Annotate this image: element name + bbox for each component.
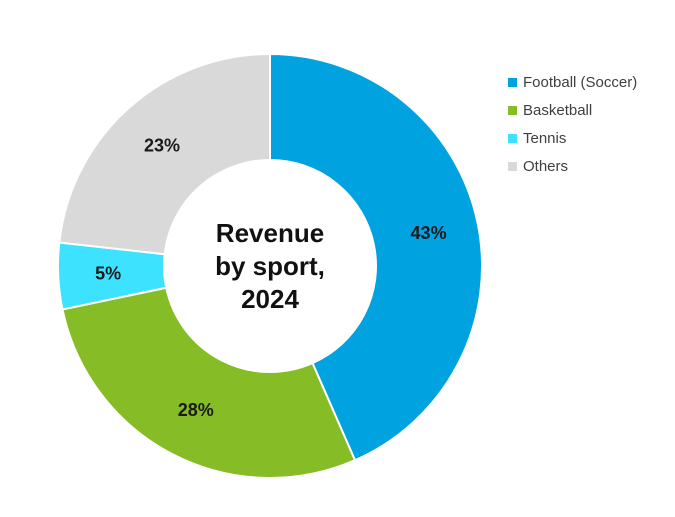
donut-slices bbox=[57, 52, 483, 479]
legend-label: Tennis bbox=[523, 129, 567, 147]
chart-legend: Football (Soccer) Basketball Tennis Others bbox=[508, 68, 637, 180]
legend-item[interactable]: Tennis bbox=[508, 124, 637, 152]
chart-title-line: Revenue bbox=[216, 218, 324, 248]
legend-item[interactable]: Basketball bbox=[508, 96, 637, 124]
slice-value-label: 43% bbox=[411, 223, 447, 243]
legend-swatch bbox=[508, 161, 517, 171]
slice-labels: 43% 28% 5% 23% bbox=[95, 135, 446, 420]
legend-swatch bbox=[508, 77, 517, 87]
legend-item[interactable]: Others bbox=[508, 152, 637, 180]
chart-title-line: by sport, bbox=[215, 251, 325, 281]
chart-title-line: 2024 bbox=[241, 284, 299, 314]
slice-football-soccer[interactable] bbox=[269, 52, 483, 462]
slice-others[interactable] bbox=[58, 52, 271, 256]
chart-title: Revenue by sport, 2024 bbox=[215, 218, 325, 314]
slice-value-label: 28% bbox=[178, 400, 214, 420]
slice-basketball[interactable] bbox=[61, 286, 357, 479]
legend-swatch bbox=[508, 105, 517, 115]
slice-value-label: 23% bbox=[144, 135, 180, 155]
slice-value-label: 5% bbox=[95, 264, 121, 284]
legend-swatch bbox=[508, 133, 517, 143]
legend-label: Others bbox=[523, 157, 569, 175]
legend-label: Basketball bbox=[523, 101, 593, 119]
legend-label: Football (Soccer) bbox=[523, 73, 638, 91]
legend-item[interactable]: Football (Soccer) bbox=[508, 68, 637, 96]
